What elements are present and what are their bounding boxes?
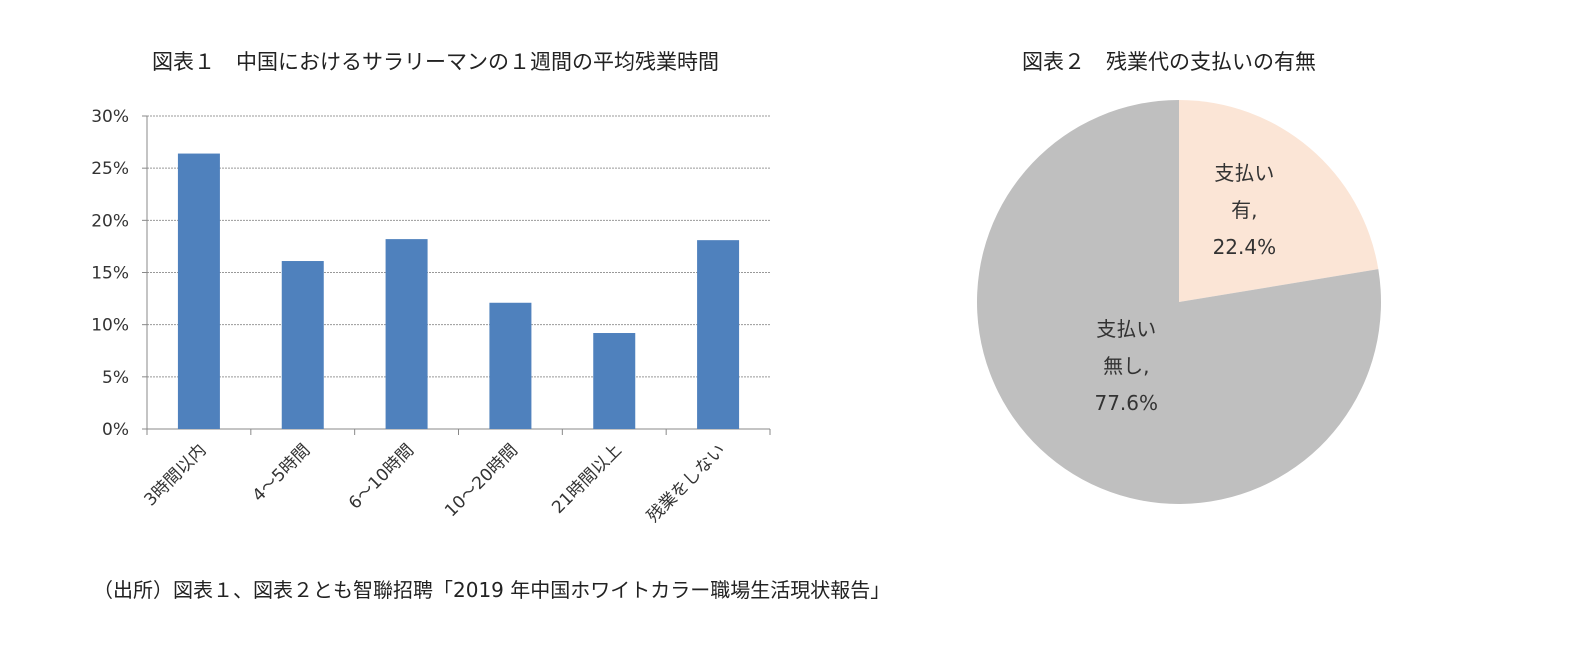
y-tick-label: 5% <box>102 368 129 388</box>
y-tick-label: 0% <box>102 420 129 440</box>
source-note: （出所）図表１、図表２とも智聯招聘「2019 年中国ホワイトカラー職場生活現状報… <box>93 578 891 602</box>
pie-label: 77.6% <box>1094 391 1158 415</box>
pie-label: 支払い <box>1096 317 1156 341</box>
pie-label: 22.4% <box>1213 235 1277 259</box>
pie-label: 有, <box>1231 198 1257 222</box>
x-tick-label: 6～10時間 <box>345 440 418 513</box>
x-tick-label: 4～5時間 <box>249 440 315 506</box>
y-tick-label: 25% <box>91 159 129 179</box>
bar-chart-title: 図表１ 中国におけるサラリーマンの１週間の平均残業時間 <box>152 50 719 74</box>
pie-label: 支払い <box>1214 161 1274 185</box>
bar <box>489 302 532 429</box>
y-tick-label: 20% <box>91 211 129 231</box>
x-tick-label: 3時間以内 <box>141 440 211 510</box>
y-tick-label: 15% <box>91 264 129 284</box>
bar <box>177 153 220 429</box>
x-tick-label: 21時間以上 <box>548 440 626 518</box>
pie-label: 無し, <box>1103 354 1149 378</box>
pie-slice <box>1179 100 1379 302</box>
pie-slice <box>976 100 1381 504</box>
bar <box>697 240 740 429</box>
bar <box>593 333 636 429</box>
x-tick-label: 10～20時間 <box>441 440 522 521</box>
y-tick-label: 10% <box>91 316 129 336</box>
pie-chart-title: 図表２ 残業代の支払いの有無 <box>1022 50 1316 74</box>
x-tick-label: 残業をしない <box>643 440 729 526</box>
y-tick-label: 30% <box>91 107 129 127</box>
bar <box>385 239 428 429</box>
bar <box>281 261 324 429</box>
